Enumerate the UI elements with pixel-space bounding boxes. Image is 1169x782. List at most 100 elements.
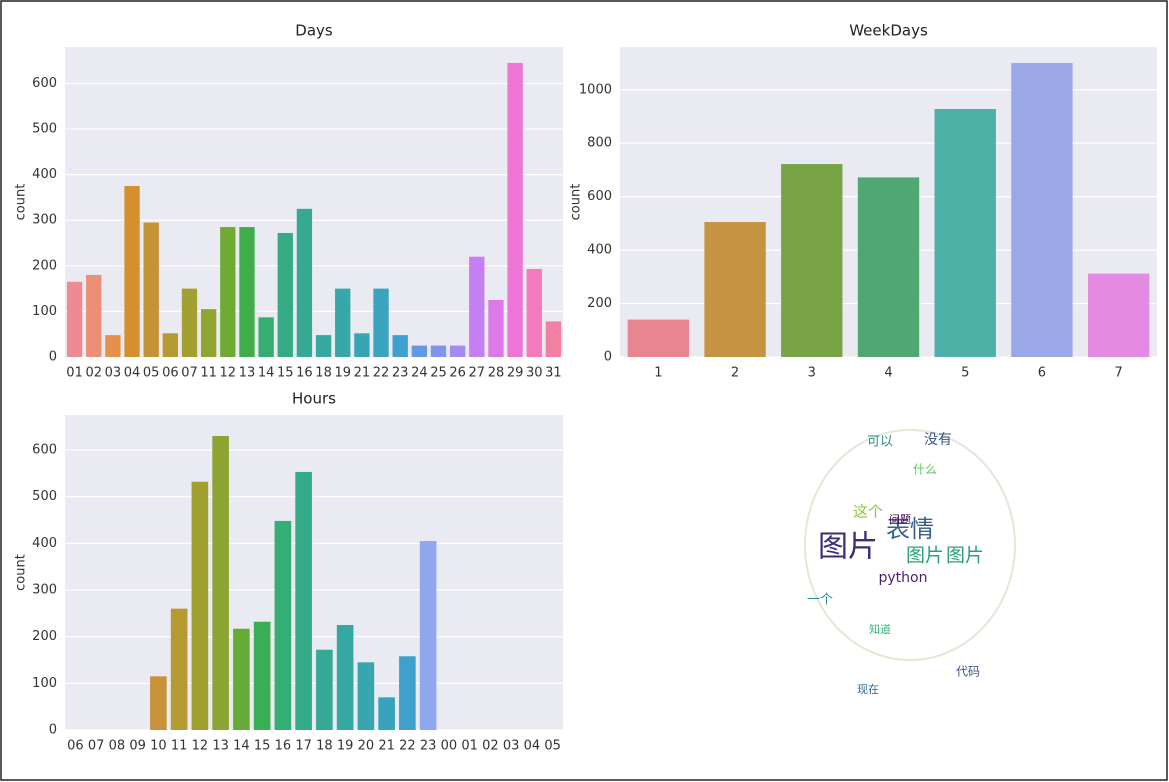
bar (704, 222, 766, 357)
bar (143, 222, 159, 357)
y-tick-label: 400 (587, 243, 612, 258)
x-tick-label: 5 (961, 366, 969, 381)
x-tick-label: 11 (200, 366, 217, 381)
chart-title: WeekDays (849, 22, 928, 40)
y-tick-label: 300 (32, 213, 57, 228)
x-tick-label: 7 (1115, 366, 1123, 381)
bar (105, 335, 121, 357)
bar (296, 208, 313, 357)
y-tick-label: 800 (587, 136, 612, 151)
x-tick-label: 04 (124, 366, 141, 381)
x-tick-label: 16 (275, 739, 292, 754)
x-tick-label: 20 (358, 739, 375, 754)
bar (357, 662, 375, 730)
bar (1087, 273, 1150, 357)
x-tick-label: 12 (192, 739, 209, 754)
x-tick-label: 23 (420, 739, 437, 754)
bar (181, 288, 198, 357)
x-tick-label: 2 (731, 366, 739, 381)
y-tick-label: 100 (32, 304, 57, 319)
bar (354, 333, 370, 357)
y-axis-label: count (14, 554, 29, 591)
cloud-word: 问题 (889, 513, 911, 526)
y-tick-label: 1000 (579, 82, 612, 97)
x-tick-label: 14 (258, 366, 275, 381)
x-tick-label: 21 (354, 366, 371, 381)
chart-title: Days (295, 22, 333, 40)
bar (277, 233, 293, 357)
bar (239, 227, 255, 357)
x-tick-label: 09 (129, 739, 146, 754)
x-tick-label: 05 (544, 739, 561, 754)
plot-area (65, 415, 563, 730)
bar (233, 628, 250, 730)
y-tick-label: 300 (32, 583, 57, 598)
bar (488, 300, 504, 357)
bar (212, 436, 229, 730)
bar (336, 625, 354, 730)
x-tick-label: 06 (162, 366, 179, 381)
cloud-word: 一个 (807, 593, 833, 608)
y-tick-label: 200 (587, 296, 612, 311)
bar (627, 319, 690, 357)
cloud-word: 图片 (818, 530, 878, 565)
x-tick-label: 07 (181, 366, 198, 381)
cloud-word: 什么 (913, 463, 937, 477)
cloud-word: python (879, 570, 928, 586)
bar (378, 697, 395, 730)
x-tick-label: 08 (109, 739, 126, 754)
x-tick-label: 29 (507, 366, 524, 381)
x-tick-label: 15 (277, 366, 294, 381)
bar (150, 676, 167, 730)
cloud-word: 现在 (857, 683, 879, 696)
y-tick-label: 600 (587, 189, 612, 204)
x-tick-label: 4 (884, 366, 892, 381)
bar (220, 227, 236, 357)
bar (373, 288, 389, 357)
bar (392, 335, 408, 357)
x-tick-label: 03 (503, 739, 520, 754)
bar (274, 520, 292, 730)
x-tick-label: 27 (469, 366, 486, 381)
bar (545, 321, 562, 357)
cloud-word: 这个 (853, 503, 883, 521)
x-tick-label: 13 (212, 739, 229, 754)
y-tick-label: 500 (32, 122, 57, 137)
x-tick-label: 15 (254, 739, 271, 754)
cloud-word: 知道 (869, 622, 891, 636)
x-tick-label: 01 (461, 739, 478, 754)
x-tick-label: 12 (220, 366, 237, 381)
x-tick-label: 3 (808, 366, 816, 381)
bar (1011, 63, 1073, 357)
x-tick-label: 17 (295, 739, 312, 754)
bar (170, 608, 188, 730)
bar (335, 288, 351, 357)
cloud-word: 图片 (906, 545, 944, 567)
bar (449, 345, 466, 357)
x-tick-label: 14 (233, 739, 250, 754)
bar (253, 621, 271, 730)
cloud-word: 表情 (886, 515, 934, 543)
y-tick-label: 600 (32, 443, 57, 458)
x-tick-label: 24 (411, 366, 428, 381)
cloud-word: 代码 (956, 665, 980, 679)
x-tick-label: 03 (105, 366, 122, 381)
y-axis-label: count (569, 184, 584, 221)
x-tick-label: 00 (441, 739, 458, 754)
x-tick-label: 30 (526, 366, 543, 381)
x-tick-label: 13 (239, 366, 256, 381)
cloud-word: 没有 (924, 432, 952, 448)
x-tick-label: 07 (88, 739, 105, 754)
y-tick-label: 100 (32, 676, 57, 691)
bar (66, 281, 83, 357)
bar (419, 541, 437, 730)
y-tick-label: 0 (49, 723, 57, 738)
x-tick-label: 22 (399, 739, 416, 754)
x-tick-label: 10 (150, 739, 167, 754)
x-tick-label: 1 (654, 366, 662, 381)
bar (315, 335, 332, 357)
x-tick-label: 22 (373, 366, 390, 381)
bar (469, 256, 485, 357)
bar (411, 345, 428, 357)
x-tick-label: 16 (296, 366, 313, 381)
